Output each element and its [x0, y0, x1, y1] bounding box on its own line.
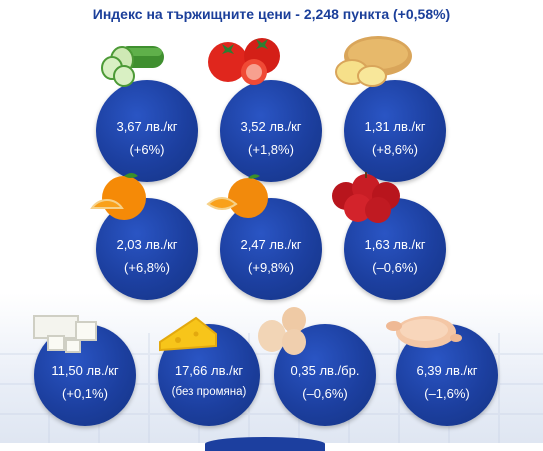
- white-cheese-icon: [33, 315, 97, 353]
- tangerine-icon: [206, 174, 268, 218]
- change-label: (+1,8%): [248, 142, 294, 157]
- price-label: 1,31 лв./кг: [364, 119, 426, 134]
- price-circle: [344, 80, 446, 182]
- price-circle: [220, 198, 322, 300]
- yellow-cheese-icon: [159, 316, 217, 352]
- price-label: 6,39 лв./кг: [416, 363, 478, 378]
- change-label: (–0,6%): [372, 260, 418, 275]
- bottom-decoration: [205, 437, 325, 451]
- price-label: 2,03 лв./кг: [116, 237, 178, 252]
- price-label: 0,35 лв./бр.: [290, 363, 360, 378]
- price-circle: [220, 80, 322, 182]
- price-label: 17,66 лв./кг: [174, 363, 244, 378]
- eggs-icon: [258, 307, 306, 355]
- page-title: Индекс на тържищните цени - 2,248 пункта…: [92, 6, 451, 22]
- change-label: (–1,6%): [424, 386, 470, 401]
- change-label: (–0,6%): [302, 386, 348, 401]
- potato-icon: [335, 36, 412, 87]
- change-label: (без промяна): [171, 386, 247, 398]
- change-label: (+6%): [129, 142, 165, 157]
- change-label: (+9,8%): [248, 260, 294, 275]
- apple-icon: [332, 172, 400, 223]
- chicken-icon: [386, 316, 462, 348]
- cucumber-icon: [101, 46, 164, 87]
- change-label: (+6,8%): [124, 260, 170, 275]
- price-label: 11,50 лв./кг: [51, 363, 119, 378]
- price-circle: [96, 80, 198, 182]
- price-label: 1,63 лв./кг: [364, 237, 426, 252]
- price-label: 2,47 лв./кг: [240, 237, 302, 252]
- change-label: (+0,1%): [62, 386, 108, 401]
- price-label: 3,52 лв./кг: [240, 119, 302, 134]
- tomato-icon: [208, 38, 280, 85]
- price-label: 3,67 лв./кг: [116, 119, 178, 134]
- orange-icon: [90, 173, 146, 220]
- change-label: (+8,6%): [372, 142, 418, 157]
